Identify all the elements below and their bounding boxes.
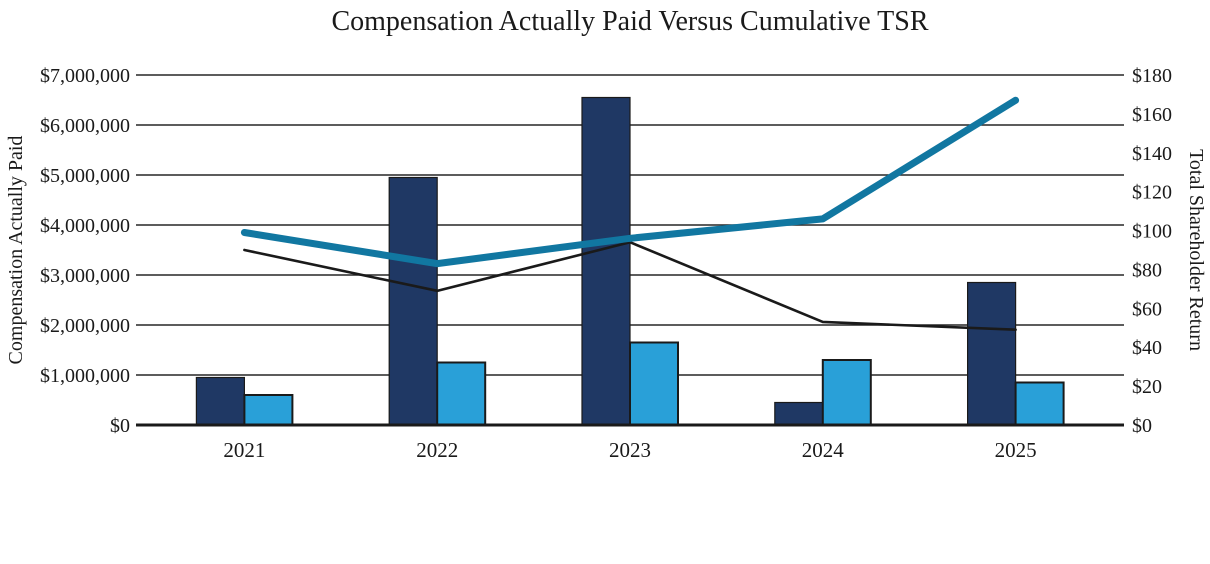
x-axis-year-label: 2024	[802, 438, 845, 462]
y-axis-left-title: Compensation Actually Paid	[5, 136, 27, 365]
y-axis-right-tick-label: $160	[1132, 104, 1172, 126]
peer-tsr-line	[240, 96, 1020, 268]
bar-neo-2024	[821, 359, 872, 426]
y-axis-left-tick-label: $0	[110, 415, 130, 437]
bar-peo-2024	[774, 401, 824, 426]
bar-neo-2023	[629, 341, 679, 426]
y-axis-right-tick-label: $20	[1132, 376, 1162, 398]
y-axis-right-tick-label: $40	[1132, 337, 1162, 359]
bar-neo-2025	[1014, 381, 1065, 426]
y-axis-left-tick-label: $2,000,000	[40, 315, 130, 337]
y-axis-left-tick-label: $6,000,000	[40, 115, 130, 137]
y-axis-right-tick-label: $120	[1132, 182, 1172, 204]
x-axis-year-label: 2021	[223, 438, 265, 462]
x-axis-year-label: 2022	[416, 438, 458, 462]
y-axis-left-tick-label: $7,000,000	[40, 65, 130, 87]
y-axis-right-tick-label: $0	[1132, 415, 1152, 437]
bar-peo-2023	[581, 96, 631, 426]
y-axis-right-tick-label: $140	[1132, 143, 1172, 165]
combo-chart-svg: $0 $1,000,000 $2,000,000 $3,000,000 $4,000,0…	[5, 65, 1207, 462]
x-axis-year-label: 2025	[995, 438, 1037, 462]
bar-peo-2021	[195, 376, 245, 426]
chart-title: Compensation Actually Paid Versus Cumula…	[331, 6, 929, 37]
y-axis-left-tick-label: $4,000,000	[40, 215, 130, 237]
bar-neo-2022	[436, 361, 487, 426]
y-axis-right-tick-label: $80	[1132, 259, 1162, 281]
bar-peo-2022	[388, 176, 438, 426]
y-axis-right-tick-label: $180	[1132, 65, 1172, 87]
y-axis-right-tick-label: $100	[1132, 221, 1172, 243]
y-axis-right-title: Total Shareholder Return	[1185, 149, 1207, 351]
x-axis-year-label: 2023	[609, 438, 651, 462]
y-axis-left-tick-label: $5,000,000	[40, 165, 130, 187]
tsr-line	[243, 240, 1017, 332]
bar-peo-2025	[966, 281, 1017, 426]
chart-legend: Compensation Actually Paid to PEO Averag…	[0, 470, 1210, 564]
y-axis-right-tick-label: $60	[1132, 298, 1162, 320]
bar-neo-2021	[243, 394, 294, 426]
y-axis-left-tick-label: $1,000,000	[40, 365, 130, 387]
y-axis-left-tick-label: $3,000,000	[40, 265, 130, 287]
